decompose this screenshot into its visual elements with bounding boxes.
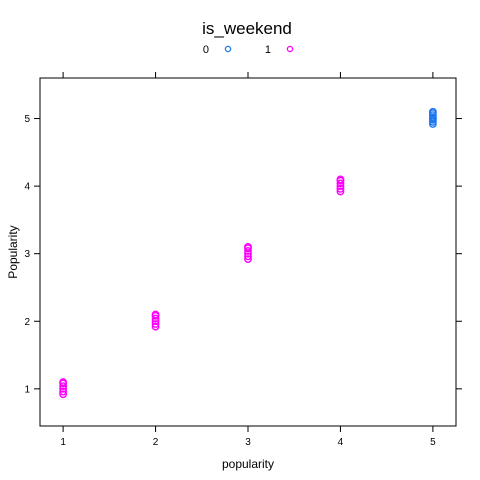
y-tick-label: 1: [24, 384, 30, 395]
x-tick-label: 2: [153, 437, 159, 448]
data-points: [60, 109, 436, 398]
legend: is_weekend 0 1: [202, 19, 292, 56]
legend-label: 1: [265, 44, 271, 56]
legend-title: is_weekend: [202, 19, 292, 38]
x-tick-label: 3: [245, 437, 251, 448]
legend-label: 0: [203, 44, 209, 56]
x-tick-label: 1: [60, 437, 66, 448]
series-1: [60, 176, 344, 397]
y-tick-label: 3: [24, 249, 30, 260]
y-tick-label: 5: [24, 114, 30, 125]
y-tick-label: 2: [24, 317, 30, 328]
x-axis-title: popularity: [222, 457, 274, 471]
y-tick-label: 4: [24, 182, 30, 193]
x-tick-label: 4: [338, 437, 344, 448]
legend-marker: [225, 46, 230, 51]
y-axis-title: Popularity: [6, 225, 20, 278]
legend-marker: [287, 46, 292, 51]
series-0: [430, 109, 436, 128]
axis-ticks: 1 2 3 4 5 1 2 3 4 5: [24, 72, 462, 448]
x-tick-label: 5: [430, 437, 436, 448]
